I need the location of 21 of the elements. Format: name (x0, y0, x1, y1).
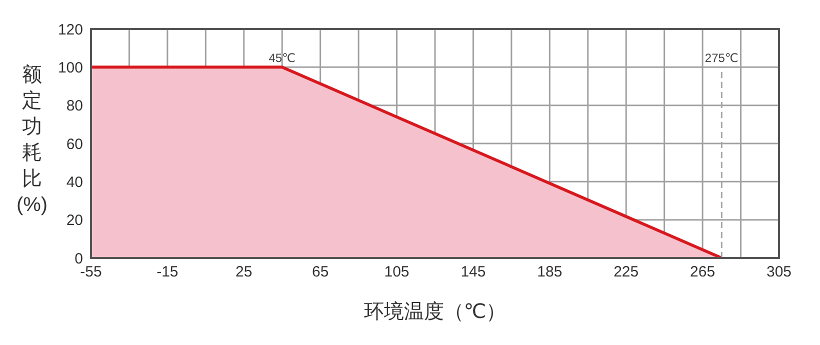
ref-line-label: 275℃ (704, 51, 738, 66)
annotation: 45℃ (268, 51, 296, 66)
x-tick-label: -55 (80, 264, 102, 281)
y-tick-label: 80 (66, 98, 83, 115)
y-tick-label: 40 (66, 174, 83, 191)
x-tick-label: 105 (384, 264, 410, 281)
x-tick-label: 145 (460, 264, 486, 281)
x-axis-title: 环境温度（℃） (364, 301, 506, 323)
y-tick-label: 60 (66, 136, 83, 153)
x-tick-label: 65 (312, 264, 329, 281)
x-tick-label: 305 (766, 264, 792, 281)
x-tick-label: 265 (690, 264, 716, 281)
y-axis-title: 额定功耗比(%) (15, 63, 49, 218)
x-tick-label: -15 (156, 264, 178, 281)
x-tick-label: 185 (537, 264, 562, 281)
x-tick-label: 225 (614, 264, 639, 281)
y-tick-label: 120 (58, 21, 83, 38)
x-tick-label: 25 (236, 264, 252, 281)
y-tick-label: 100 (58, 59, 83, 76)
y-tick-label: 20 (66, 212, 83, 230)
y-tick-label: 0 (74, 250, 83, 268)
